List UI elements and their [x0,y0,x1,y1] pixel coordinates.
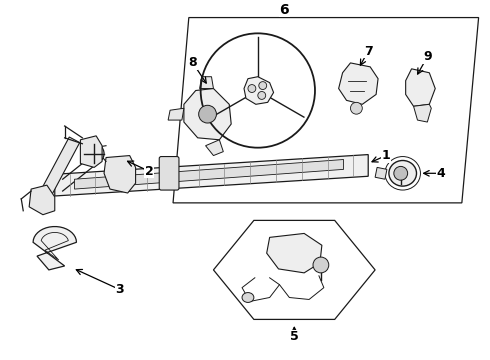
Text: 7: 7 [364,45,372,58]
Circle shape [394,166,408,180]
Text: 8: 8 [189,57,197,69]
Polygon shape [38,137,80,202]
Text: 1: 1 [382,149,391,162]
Circle shape [350,102,362,114]
Polygon shape [414,104,431,122]
Circle shape [313,257,329,273]
Circle shape [198,105,217,123]
Polygon shape [244,77,273,104]
Text: 4: 4 [437,167,445,180]
Polygon shape [29,185,55,215]
FancyBboxPatch shape [159,157,179,190]
Circle shape [258,91,266,99]
Polygon shape [339,63,378,104]
Polygon shape [55,154,368,196]
Polygon shape [199,77,214,89]
Polygon shape [206,140,223,156]
Circle shape [33,189,53,209]
Text: 3: 3 [116,283,124,296]
Text: 2: 2 [145,165,154,178]
Polygon shape [33,226,76,270]
Polygon shape [80,136,102,167]
Polygon shape [406,69,435,106]
Circle shape [84,144,104,163]
Polygon shape [267,233,322,273]
Polygon shape [184,89,231,140]
Polygon shape [168,108,184,120]
Text: 9: 9 [423,50,432,63]
Circle shape [248,85,256,93]
Polygon shape [375,167,387,179]
Text: 5: 5 [290,330,299,343]
Circle shape [259,82,267,90]
Polygon shape [104,156,136,193]
Ellipse shape [389,161,416,186]
Ellipse shape [242,293,254,302]
Polygon shape [74,159,343,189]
Text: 6: 6 [280,3,289,17]
